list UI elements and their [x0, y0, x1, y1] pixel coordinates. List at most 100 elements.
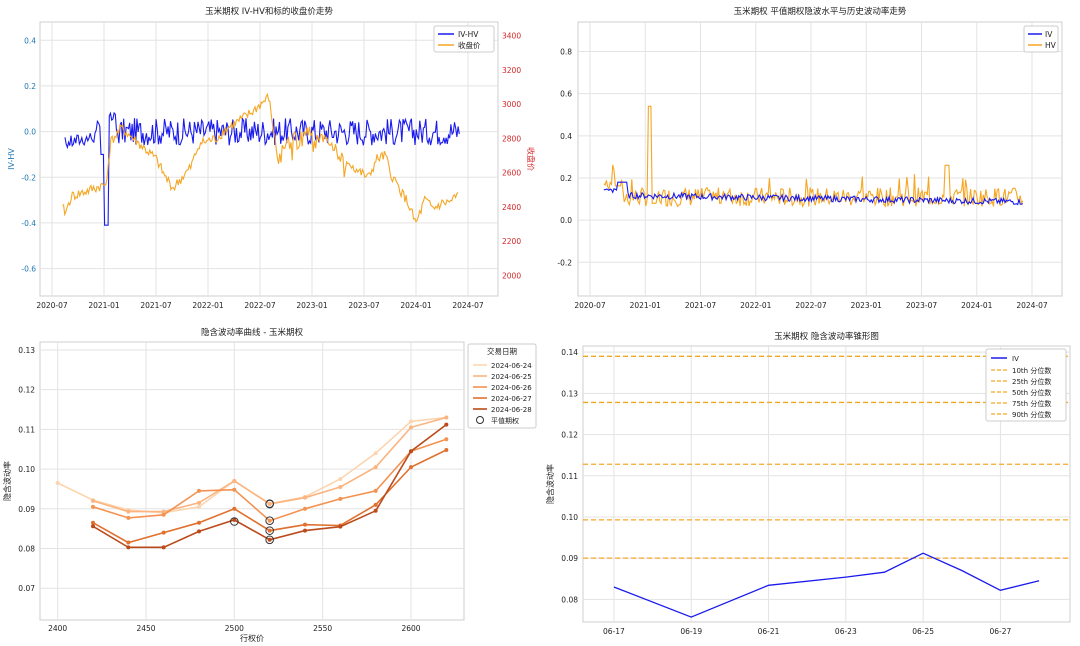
series-2024-06-26: [91, 437, 449, 526]
data-point: [91, 498, 95, 503]
x-tick-label: 2550: [313, 624, 332, 633]
data-point: [91, 520, 95, 525]
data-point: [338, 484, 343, 489]
y-tick-label: 0.08: [561, 595, 578, 604]
data-point: [232, 487, 237, 492]
x-tick-label: 2024-07: [452, 301, 484, 310]
x-tick-label: 06-21: [758, 627, 780, 636]
y-tick-label: 0.13: [561, 389, 578, 398]
legend-label: 收盘价: [458, 40, 481, 50]
x-tick-label: 2024-07: [1016, 301, 1048, 310]
data-point: [197, 520, 201, 525]
x-tick-label: 2023-07: [906, 301, 938, 310]
data-point: [373, 488, 378, 493]
data-point: [197, 488, 201, 493]
series-line: [57, 416, 447, 514]
legend-title: 交易日期: [487, 346, 517, 356]
y-tick-label: 0.2: [560, 174, 572, 183]
y-tick-label: 0.10: [561, 513, 578, 522]
data-point: [161, 530, 166, 535]
y-tick-label: 0.0: [24, 128, 36, 137]
series-iv-hv-line: [64, 111, 460, 226]
atm-marker: [265, 526, 274, 535]
x-tick-label: 2020-07: [36, 301, 68, 310]
legend-label: 75th 分位数: [1012, 399, 1051, 408]
chart-3: 0.13 0.12 0.11 0.10 0.09 0.08 0.07 2400 2450 2500…: [2, 327, 537, 643]
y-tick-label: 0.10: [18, 465, 35, 474]
y-tick-label: 0.13: [18, 346, 35, 355]
legend-label: 2024-06-24: [491, 362, 532, 370]
x-tick-label: 2020-07: [574, 301, 606, 310]
x-tick-label: 06-19: [680, 627, 702, 636]
x-tick-label: 2450: [136, 624, 155, 633]
y2-tick-label: 2800: [502, 134, 521, 143]
data-point: [267, 502, 272, 507]
x-tick-label: 2023-01: [296, 301, 328, 310]
data-point: [126, 509, 131, 514]
data-point: [373, 465, 378, 470]
x-tick-label: 2021-07: [685, 301, 717, 310]
y2-tick-label: 3000: [502, 100, 521, 109]
x-tick-label: 2023-01: [851, 301, 883, 310]
y2-tick-label: 2600: [502, 169, 521, 178]
chart-title: 玉米期权 隐含波动率锥形图: [774, 331, 879, 342]
y2-tick-label: 2000: [502, 271, 521, 280]
data-point: [126, 540, 131, 545]
data-point: [197, 500, 201, 505]
legend-label: 50th 分位数: [1012, 388, 1051, 397]
data-point: [373, 451, 378, 456]
x-tick-label: 06-25: [912, 627, 934, 636]
y2-axis-label: 收盘价: [526, 147, 536, 171]
y-tick-label: -0.4: [21, 219, 36, 228]
legend: IV HV: [1023, 25, 1059, 53]
legend-label: 10th 分位数: [1012, 366, 1051, 375]
x-tick-label: 06-17: [603, 627, 625, 636]
data-point: [409, 425, 413, 430]
data-point: [232, 517, 237, 522]
legend-atm-swatch: [476, 416, 484, 424]
legend-label: 2024-06-26: [491, 384, 532, 392]
y2-tick-label: 3200: [502, 66, 521, 75]
y-tick-label: 0.09: [18, 505, 35, 514]
legend: IV 10th 分位数 25th 分位数 50th 分位数 75th 分位数 90th 分…: [985, 348, 1067, 422]
x-tick-label: 06-23: [835, 627, 857, 636]
data-point: [126, 545, 131, 550]
data-point: [409, 449, 413, 454]
y-axis-label: 隐含波动率: [545, 464, 555, 504]
legend-label: IV-HV: [458, 30, 479, 39]
legend-label: IV: [1045, 30, 1053, 39]
data-point: [409, 419, 413, 424]
y-tick-label: -0.2: [557, 258, 572, 267]
data-point: [444, 422, 449, 427]
data-point: [444, 448, 449, 453]
data-point: [55, 480, 60, 485]
data-point: [338, 496, 343, 501]
chart-2: 0.8 0.6 0.4 0.2 0.0 -0.2 2020-07 2021-01 2021-07…: [557, 6, 1063, 310]
y-axis-label: IV-HV: [7, 148, 16, 170]
chart-title: 隐含波动率曲线 - 玉米期权: [201, 327, 303, 338]
series-2024-06-28: [91, 422, 449, 550]
y-tick-label: 0.08: [18, 545, 35, 554]
data-point: [161, 512, 166, 517]
data-point: [303, 522, 307, 527]
y2-tick-label: 2400: [502, 203, 521, 212]
y-tick-label: -0.2: [21, 173, 36, 182]
y2-tick-label: 3400: [502, 32, 521, 41]
x-tick-label: 2600: [401, 624, 420, 633]
data-point: [232, 506, 237, 511]
atm-marker: [230, 517, 239, 526]
y-tick-label: 0.0: [560, 216, 572, 225]
data-point: [373, 508, 378, 513]
data-point: [267, 537, 272, 542]
chart-4: 0.14 0.13 0.12 0.11 0.10 0.09 0.08 06-17 06-19 06…: [545, 331, 1071, 636]
series-close-price-line: [62, 92, 459, 224]
chart-title: 玉米期权 IV-HV和标的收盘价走势: [205, 6, 333, 17]
series-2024-06-27: [91, 448, 449, 545]
data-point: [91, 524, 95, 529]
chart-1: 0.4 0.2 0.0 -0.2 -0.4 -0.6 3400 3200 3000 2800 260…: [7, 6, 536, 310]
data-point: [161, 545, 166, 550]
y-tick-label: 0.6: [560, 90, 572, 99]
y-tick-label: -0.6: [21, 265, 36, 274]
